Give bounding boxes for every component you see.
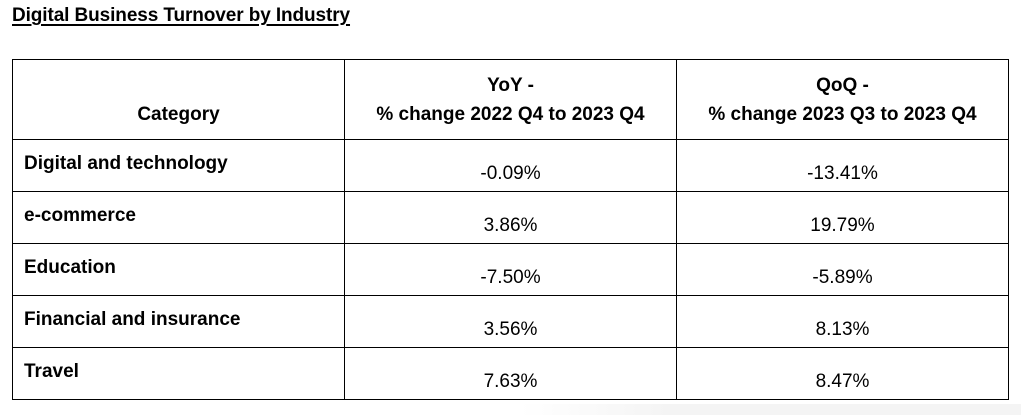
column-header-yoy: YoY - % change 2022 Q4 to 2023 Q4: [344, 59, 677, 140]
yoy-cell: -0.09%: [344, 139, 677, 192]
column-header-qoq-subtitle: % change 2023 Q3 to 2023 Q4: [708, 103, 977, 125]
category-cell: Travel: [12, 347, 345, 400]
bottom-edge-shading: [520, 404, 1021, 415]
table-header-row: Category YoY - % change 2022 Q4 to 2023 …: [12, 59, 1009, 140]
category-cell: Digital and technology: [12, 139, 345, 192]
column-header-yoy-title: YoY -: [487, 74, 534, 96]
qoq-cell: 8.13%: [676, 295, 1009, 348]
table-row: Education -7.50% -5.89%: [12, 243, 1009, 296]
column-header-qoq-title: QoQ -: [816, 74, 869, 96]
document-title: Digital Business Turnover by Industry: [12, 5, 351, 26]
category-cell: Education: [12, 243, 345, 296]
qoq-cell: 19.79%: [676, 191, 1009, 244]
column-header-category-label: Category: [137, 104, 220, 125]
yoy-cell: 7.63%: [344, 347, 677, 400]
table-row: Travel 7.63% 8.47%: [12, 347, 1009, 400]
turnover-table: Category YoY - % change 2022 Q4 to 2023 …: [12, 59, 1009, 400]
yoy-cell: 3.56%: [344, 295, 677, 348]
table-row: Financial and insurance 3.56% 8.13%: [12, 295, 1009, 348]
column-header-qoq: QoQ - % change 2023 Q3 to 2023 Q4: [676, 59, 1009, 140]
column-header-yoy-subtitle: % change 2022 Q4 to 2023 Q4: [376, 103, 645, 125]
yoy-cell: 3.86%: [344, 191, 677, 244]
category-cell: e-commerce: [12, 191, 345, 244]
yoy-cell: -7.50%: [344, 243, 677, 296]
qoq-cell: 8.47%: [676, 347, 1009, 400]
qoq-cell: -5.89%: [676, 243, 1009, 296]
column-header-category: Category: [12, 59, 345, 140]
table-row: Digital and technology -0.09% -13.41%: [12, 139, 1009, 192]
category-cell: Financial and insurance: [12, 295, 345, 348]
qoq-cell: -13.41%: [676, 139, 1009, 192]
table-row: e-commerce 3.86% 19.79%: [12, 191, 1009, 244]
